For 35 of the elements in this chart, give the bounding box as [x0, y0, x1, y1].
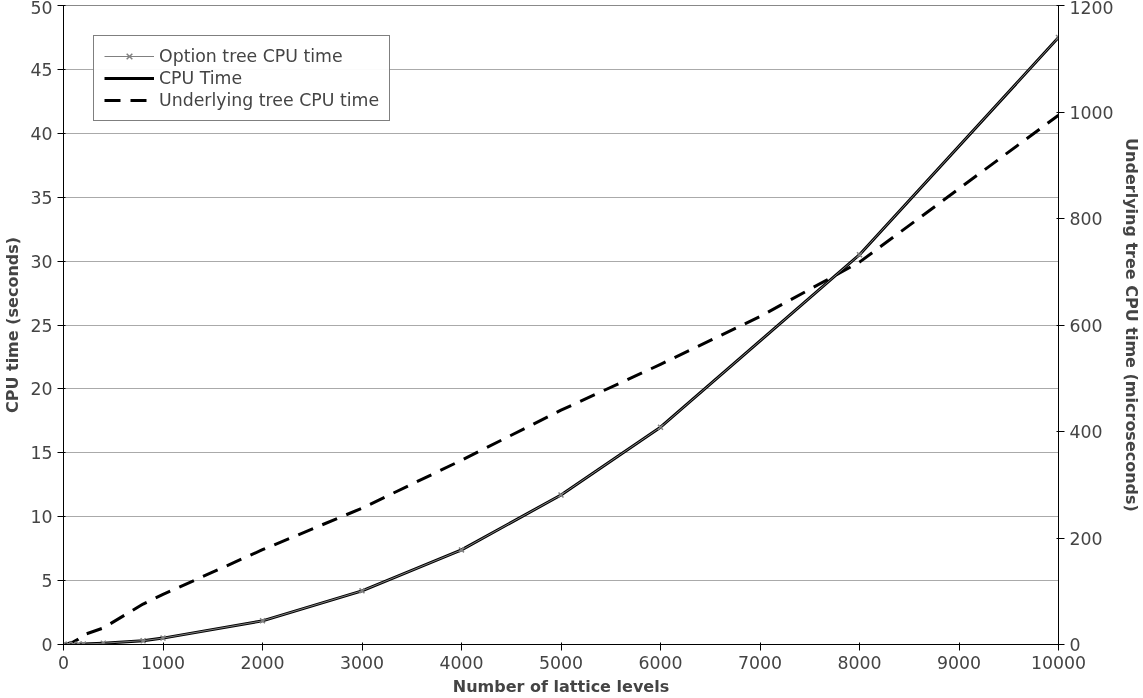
x-tick-label: 6000 — [638, 652, 683, 673]
legend-label: CPU Time — [159, 68, 243, 88]
y-tick-label: 45 — [30, 59, 53, 80]
x-axis-title: Number of lattice levels — [452, 676, 670, 696]
y-tick-label: 40 — [30, 123, 53, 144]
y2-axis-title: Underlying tree CPU time (microseconds) — [1121, 138, 1141, 512]
x-tick-label: 5000 — [538, 652, 584, 673]
y2-tick-label: 600 — [1069, 315, 1103, 336]
x-tick-label: 0 — [57, 652, 70, 673]
y2-tick-label: 1200 — [1069, 0, 1114, 18]
y-tick-label: 50 — [30, 0, 53, 18]
x-tick-label: 9000 — [936, 652, 982, 673]
legend-label: Underlying tree CPU time — [159, 90, 380, 110]
y-tick-label: 35 — [30, 187, 53, 208]
y2-tick-label: 800 — [1069, 209, 1103, 229]
legend-label: Option tree CPU time — [159, 46, 343, 66]
y-tick-label: 10 — [30, 507, 53, 528]
y2-tick-label: 0 — [1069, 635, 1081, 655]
y-tick-label: 0 — [41, 635, 53, 655]
x-tick-label: 3000 — [339, 652, 385, 673]
y2-tick-label: 400 — [1069, 422, 1103, 442]
x-tick-label: 2000 — [240, 652, 285, 673]
y-tick-label: 5 — [41, 571, 53, 592]
x-tick-label: 10000 — [1030, 652, 1087, 673]
x-tick-label: 4000 — [439, 652, 484, 673]
y2-tick-label: 1000 — [1069, 102, 1114, 123]
y-tick-label: 20 — [30, 379, 53, 400]
x-tick-label: 1000 — [140, 652, 186, 673]
y-tick-label: 15 — [30, 443, 53, 464]
x-tick-label: 8000 — [837, 652, 882, 673]
y2-tick-label: 200 — [1069, 528, 1103, 549]
y-tick-label: 30 — [30, 251, 53, 272]
y-tick-label: 25 — [30, 315, 53, 336]
y-axis-title: CPU time (seconds) — [3, 236, 23, 414]
x-tick-label: 7000 — [737, 652, 783, 673]
